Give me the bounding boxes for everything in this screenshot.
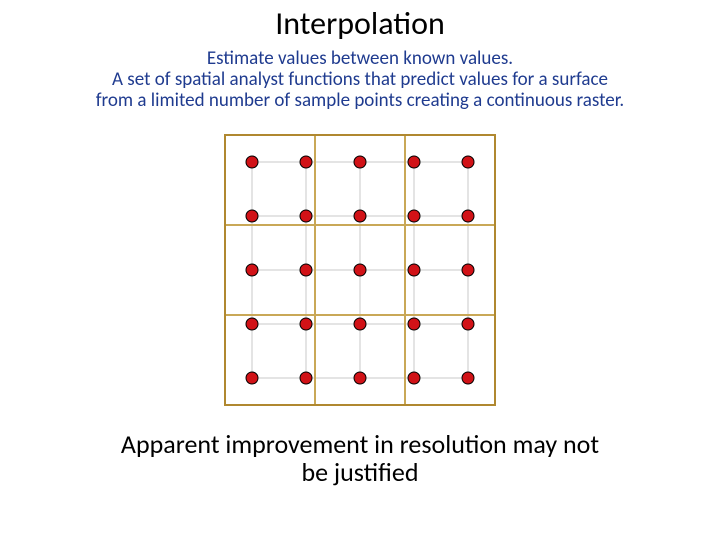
description-line-1: A set of spatial analyst functions that … [112,68,608,91]
footer-line-2: be justified [301,456,418,488]
description-line-2: from a limited number of sample points c… [96,89,624,112]
diagram-container [0,134,720,406]
footer-line-1: Apparent improvement in resolution may n… [121,428,599,460]
page-title: Interpolation [0,4,720,43]
interpolation-grid-diagram [224,134,496,406]
description: A set of spatial analyst functions that … [0,70,720,112]
subtitle: Estimate values between known values. [0,49,720,70]
footer-text: Apparent improvement in resolution may n… [0,430,720,487]
